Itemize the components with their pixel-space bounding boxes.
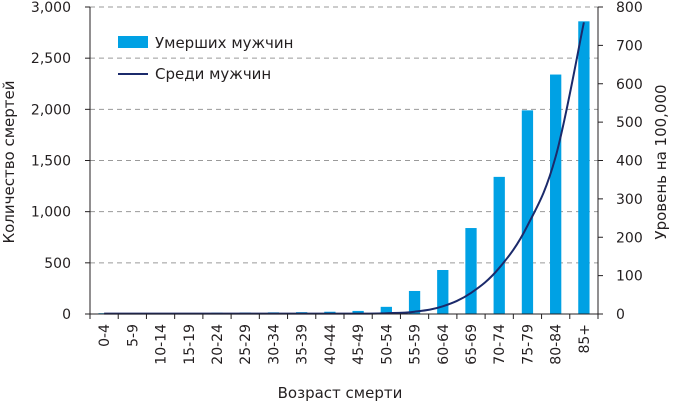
- x-tick-label: 40-44: [323, 324, 339, 365]
- bar-80-84: [550, 74, 562, 314]
- x-tick-label: 45-49: [351, 324, 367, 365]
- x-tick-label: 5-9: [125, 324, 141, 347]
- y-axis-title: Количество смертей: [0, 80, 18, 243]
- y2-tick-label: 200: [616, 230, 643, 246]
- y2-tick-label: 500: [616, 115, 643, 131]
- x-tick-label: 55-59: [408, 324, 424, 365]
- legend-label-bar: Умерших мужчин: [155, 34, 293, 52]
- x-tick-label: 25-29: [238, 324, 254, 365]
- y2-tick-label: 400: [616, 154, 643, 170]
- x-tick-label: 15-19: [182, 324, 198, 365]
- x-tick-label: 60-64: [436, 324, 452, 365]
- y2-tick-label: 700: [616, 38, 643, 54]
- x-tick-label: 20-24: [210, 324, 226, 365]
- y-tick-label: 1,000: [31, 205, 71, 221]
- x-tick-label: 35-39: [295, 324, 311, 365]
- x-tick-label: 70-74: [492, 324, 508, 365]
- x-tick-label: 85+: [577, 324, 593, 354]
- x-tick-label: 80-84: [549, 324, 565, 365]
- y2-axis-title: Уровень на 100,000: [652, 84, 670, 239]
- x-tick-label: 30-34: [266, 324, 282, 365]
- x-axis-title: Возраст смерти: [278, 384, 403, 402]
- bar-70-74: [493, 176, 505, 314]
- x-tick-label: 50-54: [379, 324, 395, 365]
- y-tick-label: 3,000: [31, 0, 71, 16]
- y2-tick-label: 300: [616, 192, 643, 208]
- x-tick-label: 10-14: [154, 324, 170, 365]
- x-tick-label: 75-79: [520, 324, 536, 365]
- y-tick-label: 1,500: [31, 154, 71, 170]
- legend: Умерших мужчин Среди мужчин: [118, 34, 293, 83]
- legend-label-line: Среди мужчин: [155, 65, 271, 83]
- y-tick-label: 2,500: [31, 51, 71, 67]
- legend-swatch-bar: [118, 36, 148, 48]
- bar-60-64: [437, 269, 449, 314]
- bar-55-59: [408, 290, 421, 314]
- bar-85+: [578, 21, 590, 315]
- grid-lines: [90, 6, 598, 264]
- y2-tick-label: 800: [616, 0, 643, 16]
- x-tick-label: 0-4: [97, 324, 113, 347]
- y2-tick-label: 100: [616, 269, 643, 285]
- bar-65-69: [465, 228, 477, 314]
- bar-50-54: [380, 306, 392, 314]
- axes: 0 500 1,000 1,500 2,000 2,500 3,000 0 100 200 300 4…: [31, 0, 643, 365]
- y2-tick-label: 600: [616, 77, 643, 93]
- bar-75-79: [521, 110, 534, 315]
- y2-tick-label: 0: [616, 307, 625, 323]
- y-tick-label: 0: [62, 307, 71, 323]
- y-tick-label: 500: [44, 256, 71, 272]
- bar-45-49: [352, 310, 364, 314]
- x-tick-label: 65-69: [464, 324, 480, 365]
- y-tick-label: 2,000: [31, 102, 71, 118]
